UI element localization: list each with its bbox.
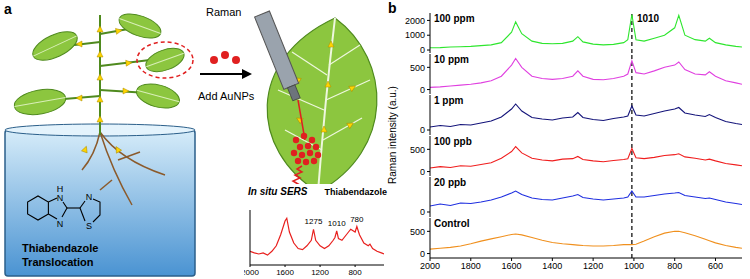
svg-text:H: H [56,184,64,194]
svg-text:1010: 1010 [328,219,346,228]
svg-text:1600: 1600 [276,268,294,277]
svg-text:1400: 1400 [542,261,562,271]
svg-text:500: 500 [410,227,425,237]
svg-text:800: 800 [667,261,682,271]
svg-text:2000: 2000 [405,16,425,26]
html-text:Control: Control [434,218,470,229]
html-text:Thiabendazole: Thiabendazole [324,187,387,197]
html-text:100 ppb: 100 ppb [434,136,472,147]
svg-text:N: N [86,192,93,202]
svg-text:1275: 1275 [305,217,323,226]
svg-text:2000: 2000 [244,268,259,277]
svg-text:0: 0 [420,167,425,176]
html-text:10 ppm: 10 ppm [434,54,469,65]
svg-text:800: 800 [348,268,362,277]
svg-text:a: a [4,1,12,17]
svg-text:Translocation: Translocation [22,256,94,268]
svg-text:1010: 1010 [637,13,660,24]
svg-text:N: N [57,219,64,229]
svg-text:Add AuNPs: Add AuNPs [198,90,255,102]
html-text:b: b [388,0,397,16]
svg-text:0: 0 [420,85,425,94]
svg-text:1200: 1200 [311,268,329,277]
svg-text:N: N [57,193,64,203]
svg-text:0: 0 [420,125,425,135]
svg-text:0: 0 [420,249,425,259]
svg-text:S: S [86,221,92,231]
svg-text:0: 0 [420,207,425,217]
svg-text:Raman: Raman [206,6,241,18]
html-text:20 ppb: 20 ppb [434,177,467,188]
svg-text:500: 500 [410,63,425,73]
svg-text:2000: 2000 [420,261,440,271]
svg-text:Thiabendazole: Thiabendazole [22,242,98,254]
html-text:Raman intensity (a.u.): Raman intensity (a.u.) [386,85,397,184]
html-text:In situ SERS: In situ SERS [248,186,308,197]
svg-text:1600: 1600 [502,261,522,271]
svg-text:500: 500 [410,145,425,155]
svg-text:780: 780 [350,215,364,224]
html-text:1 ppm: 1 ppm [434,95,464,106]
svg-text:0: 0 [420,45,425,53]
html-text:100 ppm: 100 ppm [434,13,475,24]
svg-text:1000: 1000 [624,261,644,271]
svg-text:1200: 1200 [583,261,603,271]
svg-text:1800: 1800 [461,261,481,271]
svg-text:1000: 1000 [405,30,425,40]
svg-text:600: 600 [708,261,723,271]
